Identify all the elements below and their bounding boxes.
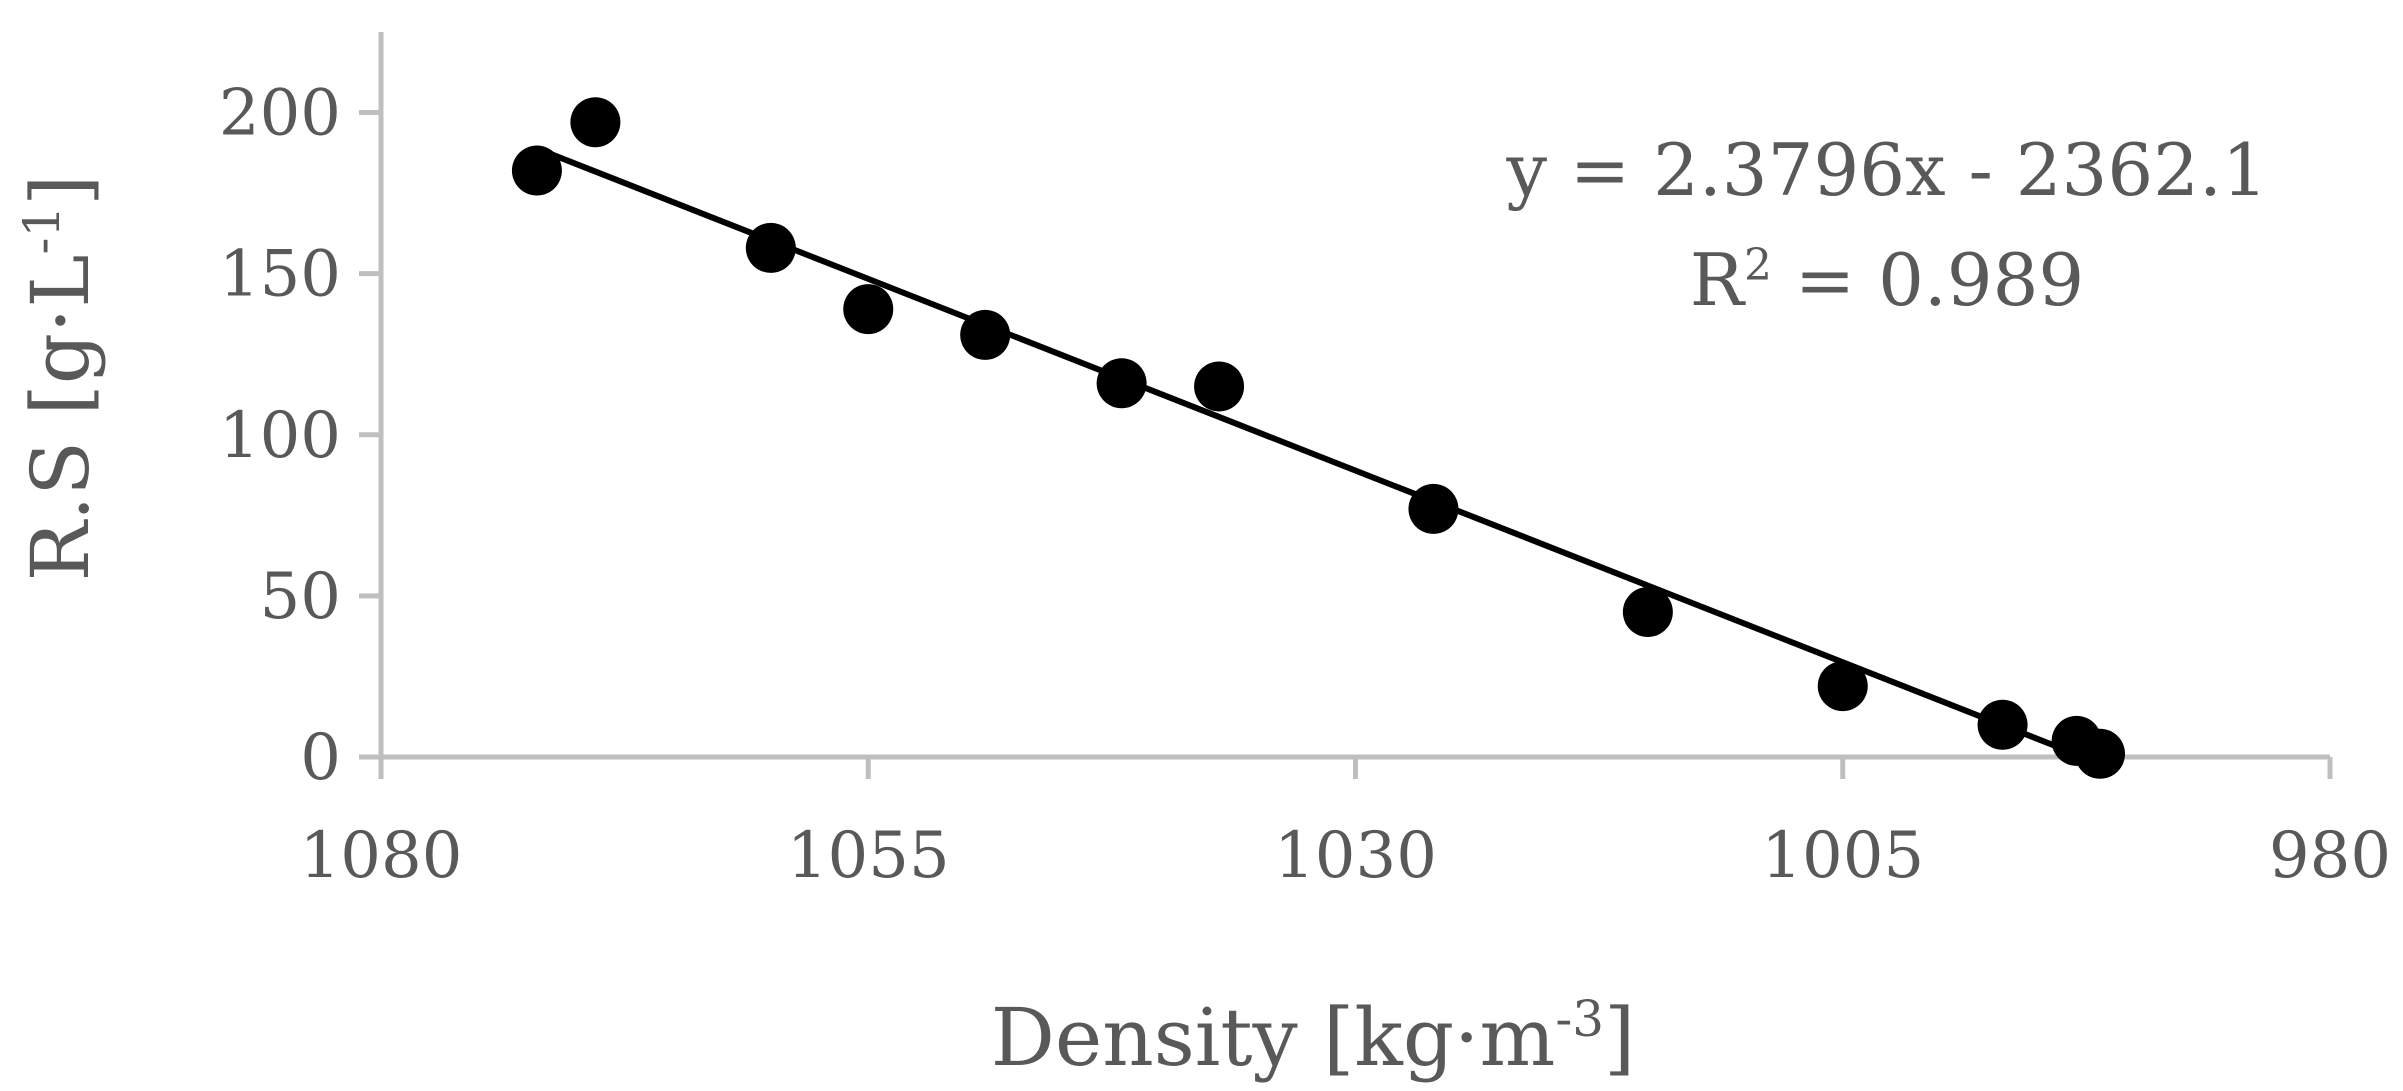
x-tick-label: 980 <box>2269 819 2391 893</box>
x-ticks: 1080 1055 1030 1005 980 <box>300 757 2391 893</box>
y-ticks: 0 50 100 150 200 <box>219 77 381 795</box>
x-tick-label: 1080 <box>300 819 463 893</box>
y-tick-label: 150 <box>219 238 341 312</box>
y-tick-label: 100 <box>219 399 341 473</box>
data-point <box>1194 361 1245 412</box>
data-point <box>2075 728 2126 779</box>
r2-value: = 0.989 <box>1772 238 2084 322</box>
data-point <box>960 309 1011 360</box>
data-points <box>511 97 2126 779</box>
x-tick-label: 1005 <box>1761 819 1924 893</box>
y-axis-title-end: ] <box>14 175 107 206</box>
data-point <box>1622 587 1673 637</box>
data-point <box>1977 699 2028 750</box>
y-axis-title: R.S [g·L-1] <box>13 175 107 582</box>
data-point <box>843 284 894 335</box>
trendline-r-squared: R2 = 0.989 <box>1690 238 2084 322</box>
data-point <box>511 145 562 196</box>
y-tick-label: 50 <box>260 560 341 634</box>
r2-superscript: 2 <box>1744 240 1772 291</box>
data-point <box>1096 358 1147 409</box>
y-tick-label: 200 <box>219 77 341 151</box>
data-point <box>1408 483 1459 534</box>
y-tick-label: 0 <box>300 721 341 795</box>
y-axis-title-main: R.S [g·L <box>14 255 107 582</box>
x-axis-title-superscript: -3 <box>1555 990 1604 1048</box>
data-point <box>745 222 796 273</box>
r2-prefix: R <box>1690 238 1746 322</box>
x-tick-label: 1030 <box>1274 819 1437 893</box>
trendline-equation: y = 2.3796x - 2362.1 <box>1505 128 2267 212</box>
data-point <box>570 97 621 148</box>
x-axis-title-main: Density [kg·m <box>991 991 1556 1084</box>
x-axis-title-end: ] <box>1604 991 1635 1084</box>
x-tick-label: 1055 <box>787 819 950 893</box>
x-axis-title: Density [kg·m-3] <box>991 990 1636 1084</box>
y-axis-title-superscript: -1 <box>13 206 71 255</box>
data-point <box>1817 661 1868 712</box>
